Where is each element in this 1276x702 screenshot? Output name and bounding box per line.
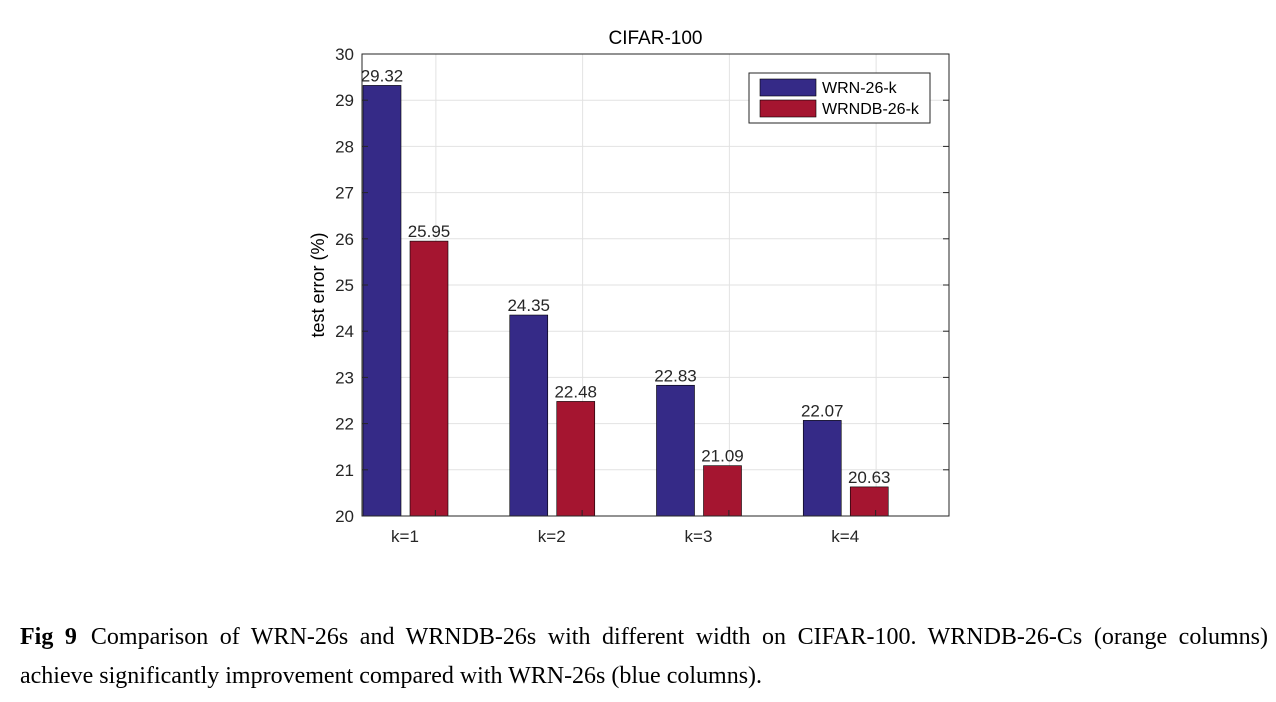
legend: WRN-26-k WRNDB-26-k <box>748 72 931 124</box>
y-tick-label: 20 <box>335 507 354 526</box>
bar-wrn-26-k-k=3 <box>656 384 695 517</box>
axis-ticks: 20 21 22 23 24 25 26 27 28 29 30 k=1 k=2 k=3 k=4 <box>335 45 949 546</box>
bar-wrn-26-k-k=1 <box>362 85 402 517</box>
legend-swatch <box>759 78 817 97</box>
y-tick-label: 27 <box>335 184 354 203</box>
bar-wrndb-26-k-k=3 <box>703 465 742 517</box>
y-tick-label: 23 <box>335 368 354 387</box>
data-label: 24.35 <box>507 296 550 315</box>
bar-wrn-26-k-k=2 <box>509 314 549 517</box>
y-tick-label: 29 <box>335 91 354 110</box>
y-tick-label: 26 <box>335 230 354 249</box>
y-tick-label: 28 <box>335 137 354 156</box>
data-label: 22.83 <box>654 366 697 385</box>
data-label: 25.95 <box>408 222 451 241</box>
legend-label: WRN-26-k <box>822 80 898 97</box>
data-label: 21.09 <box>701 447 744 466</box>
caption-text: Comparison of WRN-26s and WRNDB-26s with… <box>20 624 1268 689</box>
data-label: 20.63 <box>848 468 891 487</box>
bar-wrndb-26-k-k=1 <box>409 240 449 517</box>
x-tick-label: k=3 <box>685 527 713 546</box>
x-tick-label: k=4 <box>831 527 859 546</box>
y-tick-label: 21 <box>335 461 354 480</box>
bar-chart: 29.32 24.35 22.83 22.07 25.95 22.48 21.09 20.63… <box>308 28 950 546</box>
bar-wrn-26-k-k=4 <box>802 420 842 517</box>
y-tick-label: 24 <box>335 322 354 341</box>
x-tick-label: k=1 <box>391 527 419 546</box>
caption-label: Fig 9 <box>20 624 77 650</box>
y-tick-label: 22 <box>335 415 354 434</box>
y-tick-label: 30 <box>335 45 354 64</box>
y-tick-label: 25 <box>335 276 354 295</box>
grid-lines <box>362 53 949 517</box>
data-label: 29.32 <box>361 66 404 85</box>
data-label: 22.48 <box>554 382 597 401</box>
chart-title: CIFAR-100 <box>609 28 703 49</box>
bar-wrndb-26-k-k=2 <box>556 401 596 517</box>
legend-swatch <box>759 99 817 118</box>
data-label: 22.07 <box>801 401 844 420</box>
legend-label: WRNDB-26-k <box>822 101 920 118</box>
x-tick-label: k=2 <box>538 527 566 546</box>
bars: 29.32 24.35 22.83 22.07 25.95 22.48 21.09 20.63 <box>361 66 891 517</box>
bar-wrndb-26-k-k=4 <box>849 486 889 517</box>
y-axis-label: test error (%) <box>308 232 328 337</box>
figure-caption: Fig 9 Comparison of WRN-26s and WRNDB-26s… <box>20 618 1268 696</box>
